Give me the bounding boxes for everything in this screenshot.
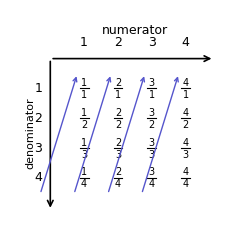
Text: 4: 4: [182, 179, 189, 189]
Text: 3: 3: [149, 168, 155, 177]
Text: 3: 3: [182, 150, 189, 160]
Text: 2: 2: [115, 78, 121, 88]
Text: 4: 4: [81, 179, 87, 189]
Text: 4: 4: [115, 179, 121, 189]
Text: 1: 1: [81, 108, 87, 118]
Text: 2: 2: [35, 112, 42, 125]
Text: numerator: numerator: [102, 24, 168, 37]
Text: 1: 1: [35, 82, 42, 95]
Text: 4: 4: [182, 36, 190, 49]
Text: 2: 2: [114, 36, 122, 49]
Text: 2: 2: [115, 120, 121, 130]
Text: 1: 1: [81, 168, 87, 177]
Text: 2: 2: [81, 120, 87, 130]
Text: 4: 4: [182, 108, 189, 118]
Text: 4: 4: [182, 78, 189, 88]
Text: 2: 2: [182, 120, 189, 130]
Text: 1: 1: [81, 90, 87, 100]
Text: 3: 3: [35, 142, 42, 155]
Text: 2: 2: [115, 108, 121, 118]
Text: 1: 1: [115, 90, 121, 100]
Text: 3: 3: [149, 108, 155, 118]
Text: 1: 1: [80, 36, 88, 49]
Text: 1: 1: [81, 78, 87, 88]
Text: 1: 1: [149, 90, 155, 100]
Text: 4: 4: [149, 179, 155, 189]
Text: 4: 4: [182, 138, 189, 148]
Text: 4: 4: [182, 168, 189, 177]
Text: 2: 2: [149, 120, 155, 130]
Text: 3: 3: [149, 138, 155, 148]
Text: 1: 1: [81, 138, 87, 148]
Text: 3: 3: [149, 78, 155, 88]
Text: 3: 3: [81, 150, 87, 160]
Text: 1: 1: [182, 90, 189, 100]
Text: 2: 2: [115, 138, 121, 148]
Text: denominator: denominator: [25, 97, 35, 169]
Text: 2: 2: [115, 168, 121, 177]
Text: 3: 3: [148, 36, 156, 49]
Text: 3: 3: [149, 150, 155, 160]
Text: 4: 4: [35, 171, 42, 184]
Text: 3: 3: [115, 150, 121, 160]
